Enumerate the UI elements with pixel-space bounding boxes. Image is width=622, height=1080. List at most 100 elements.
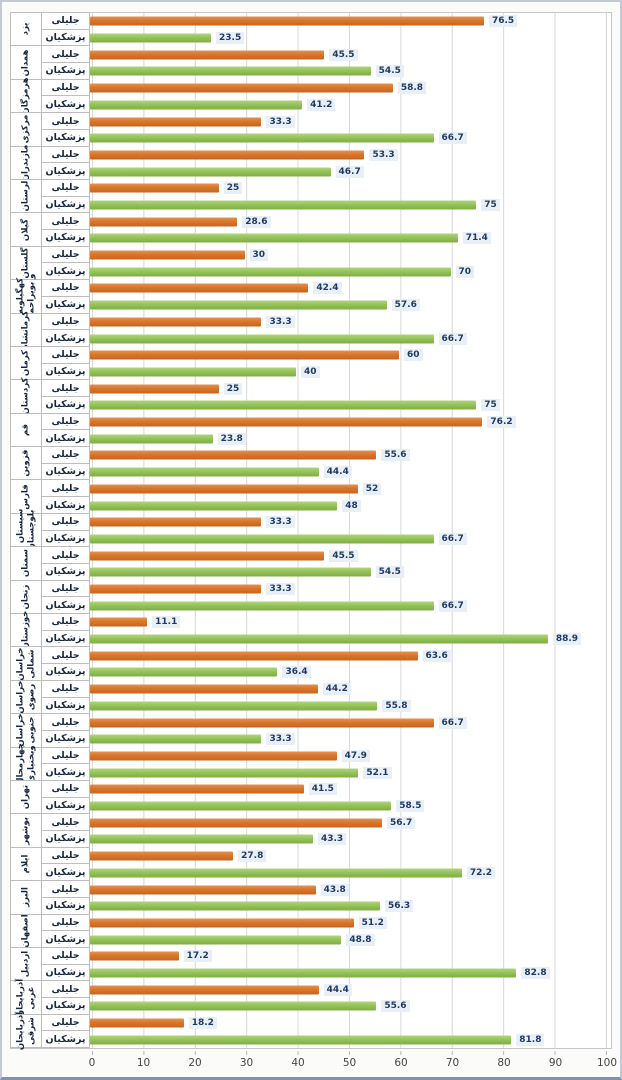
- bar-row: جلیلی 25: [41, 379, 611, 397]
- bar-row: جلیلی 43.8: [41, 880, 611, 898]
- bar-row: جلیلی 44.2: [41, 679, 611, 698]
- province-label: تهران: [20, 785, 31, 810]
- bar-row: پزشکیان 81.8: [41, 1030, 611, 1049]
- province-cell: همدان: [10, 45, 42, 80]
- province-cell: تهران: [10, 779, 42, 815]
- bar-row: جلیلی 33.3: [41, 112, 611, 130]
- province-group: زنجان جلیلی 33.3 پزشکیان 66.7: [10, 579, 611, 615]
- value-label: 72.2: [466, 866, 496, 879]
- province-bar-rows: جلیلی 33.3 پزشکیان 66.7: [41, 512, 611, 548]
- candidate-label: جلیلی: [41, 679, 90, 698]
- province-bar-rows: جلیلی 33.3 پزشکیان 66.7: [41, 579, 611, 615]
- province-cell: زنجان: [10, 579, 42, 615]
- candidate-label: جلیلی: [41, 312, 90, 331]
- value-label: 48: [342, 499, 361, 512]
- bar-row: پزشکیان 54.5: [41, 62, 611, 80]
- candidate-label: پزشکیان: [41, 663, 90, 681]
- bar-row: جلیلی 28.6: [41, 212, 611, 231]
- bar-row: جلیلی 45.5: [41, 546, 611, 564]
- bar: [90, 601, 434, 611]
- value-label: 45.5: [329, 48, 358, 61]
- province-label: هرمزگان: [20, 77, 31, 115]
- value-label: 55.6: [381, 1000, 410, 1013]
- bar-row: پزشکیان 56.3: [41, 896, 611, 915]
- candidate-label: پزشکیان: [41, 62, 90, 80]
- bar-track: 46.7: [90, 163, 605, 180]
- bar-track: 33.3: [90, 731, 605, 748]
- province-cell: قزوین: [10, 446, 42, 481]
- province-bar-rows: جلیلی 43.8 پزشکیان 56.3: [41, 880, 611, 915]
- candidate-label: پزشکیان: [41, 830, 90, 848]
- province-label: بوشهر: [20, 816, 31, 845]
- bar: [90, 217, 238, 227]
- province-cell: کرمان: [10, 345, 42, 381]
- value-label: 63.6: [422, 649, 451, 662]
- bar-track: 58.8: [90, 80, 605, 97]
- bar-track: 66.7: [90, 714, 605, 731]
- province-group: تهران جلیلی 41.5 پزشکیان 58.5: [10, 779, 611, 815]
- bar: [90, 267, 451, 277]
- bar: [90, 1018, 184, 1028]
- province-group: اردبیل جلیلی 17.2 پزشکیان 82.8: [10, 946, 611, 982]
- province-cell: اردبیل: [10, 946, 42, 982]
- bar: [90, 467, 319, 477]
- province-label: چهارمحال وبختیاری: [15, 742, 36, 785]
- value-label: 66.7: [438, 716, 467, 729]
- bar: [90, 283, 309, 293]
- value-label: 76.2: [487, 416, 516, 429]
- bar-track: 71.4: [90, 230, 605, 247]
- province-cell: البرز: [10, 880, 42, 915]
- candidate-label: پزشکیان: [41, 529, 90, 548]
- bar-track: 18.2: [90, 1015, 605, 1032]
- bar: [90, 1001, 377, 1011]
- bar: [90, 868, 462, 878]
- bar: [90, 901, 380, 911]
- province-group: مرکزی جلیلی 33.3 پزشکیان 66.7: [10, 112, 611, 147]
- province-label: قزوین: [20, 449, 31, 477]
- candidate-label: پزشکیان: [41, 1030, 90, 1049]
- bar-track: 53.3: [90, 147, 605, 164]
- axis-tick-label: 0: [88, 1057, 96, 1069]
- axis-tick-label: 40: [291, 1057, 305, 1069]
- province-label: اردبیل: [20, 950, 31, 978]
- bar: [90, 617, 148, 627]
- bar-track: 33.3: [90, 113, 605, 130]
- value-label: 56.3: [384, 900, 414, 913]
- bar-row: جلیلی 33.3: [41, 512, 611, 531]
- candidate-label: پزشکیان: [41, 596, 90, 615]
- value-label: 23.8: [217, 432, 246, 445]
- candidate-label: جلیلی: [41, 846, 90, 865]
- province-cell: خوزستان: [10, 611, 42, 650]
- candidate-label: جلیلی: [41, 479, 90, 498]
- province-cell: کهگیلویه و بویراحمد: [10, 274, 42, 319]
- value-label: 17.2: [183, 950, 212, 963]
- bar-row: پزشکیان 82.8: [41, 963, 611, 982]
- province-bar-rows: جلیلی 63.6 پزشکیان 36.4: [41, 646, 611, 681]
- province-cell: قم: [10, 412, 42, 448]
- province-group: خراسان جنوبی جلیلی 66.7 پزشکیان 33.3: [10, 713, 611, 748]
- bar-track: 43.8: [90, 881, 605, 898]
- value-label: 58.8: [397, 82, 427, 95]
- bar-track: 76.5: [90, 13, 605, 30]
- province-bar-rows: جلیلی 52 پزشکیان 48: [41, 479, 611, 514]
- province-bar-rows: جلیلی 17.2 پزشکیان 82.8: [41, 946, 611, 982]
- value-label: 44.4: [323, 983, 352, 996]
- bar-row: جلیلی 41.5: [41, 779, 611, 798]
- bar: [90, 33, 212, 43]
- bar-row: جلیلی 52: [41, 479, 611, 498]
- bar-track: 63.6: [90, 647, 605, 664]
- province-bar-rows: جلیلی 33.3 پزشکیان 66.7: [41, 312, 611, 347]
- candidate-label: جلیلی: [41, 713, 90, 731]
- candidate-label: جلیلی: [41, 45, 90, 64]
- province-cell: گلستان: [10, 245, 42, 281]
- bar: [90, 584, 262, 594]
- province-label: البرز: [20, 887, 31, 908]
- bar-track: 56.7: [90, 814, 605, 831]
- bar-track: 42.4: [90, 280, 605, 297]
- bar: [90, 701, 378, 711]
- value-label: 33.3: [266, 315, 295, 328]
- candidate-label: پزشکیان: [41, 128, 90, 147]
- bar: [90, 918, 354, 928]
- value-label: 51.2: [358, 916, 387, 929]
- value-label: 70: [455, 265, 475, 278]
